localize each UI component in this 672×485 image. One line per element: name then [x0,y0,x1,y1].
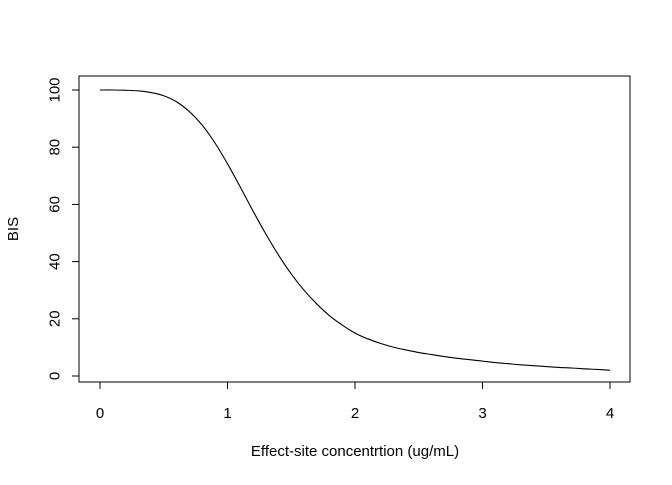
y-tick-label: 40 [47,253,64,270]
y-tick-label: 100 [47,77,64,102]
y-tick-label: 20 [47,310,64,327]
x-tick-label: 3 [478,405,486,422]
series-layer [99,89,611,371]
y-tick-label: 80 [47,139,64,156]
x-tick-label: 2 [351,405,359,422]
y-axis-label: BIS [5,217,22,241]
x-tick-label: 0 [96,405,104,422]
y-tick-label: 0 [47,372,64,380]
x-axis: 0 1 2 3 4 [96,381,614,422]
bis-curve-line [99,89,611,371]
y-tick-label: 60 [47,196,64,213]
x-axis-label: Effect-site concentrtion (ug/mL) [251,443,459,460]
x-tick-label: 1 [223,405,231,422]
plot-frame [78,75,631,383]
y-axis: 0 20 40 60 80 100 [47,77,80,380]
x-tick-label: 4 [606,405,614,422]
